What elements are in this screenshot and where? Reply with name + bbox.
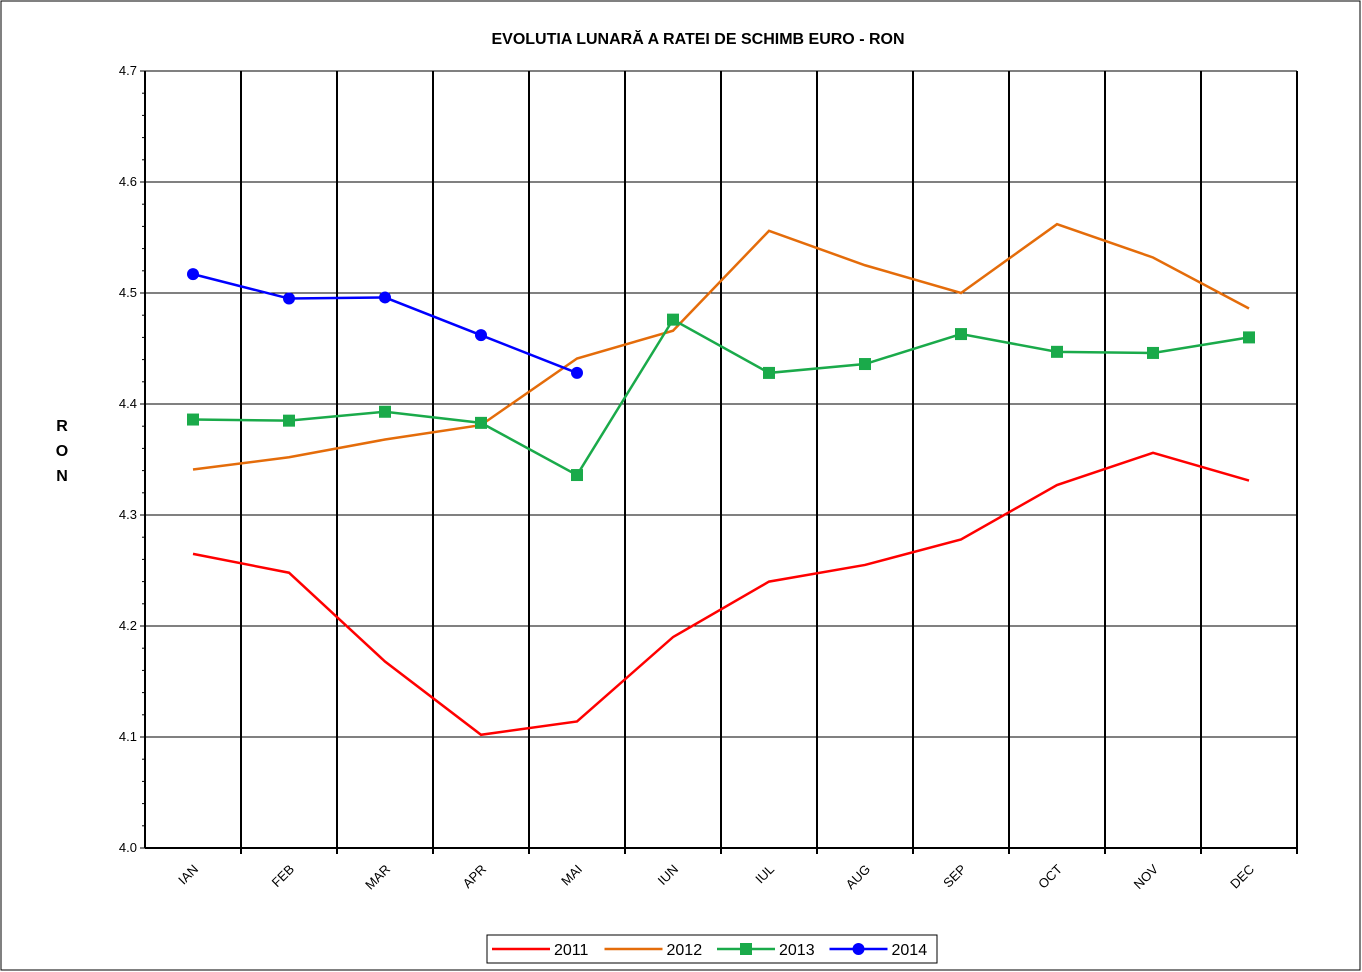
data-point	[1147, 346, 1159, 359]
y-tick-label: 4.1	[119, 729, 137, 744]
legend-label: 2011	[554, 942, 589, 959]
legend-label: 2012	[667, 942, 703, 959]
y-tick-label: 4.3	[119, 507, 137, 522]
y-tick-label: 4.6	[119, 174, 137, 189]
data-point	[859, 358, 871, 371]
y-tick-label: 4.2	[119, 618, 137, 633]
series-line	[192, 222, 1250, 471]
data-point	[763, 366, 775, 379]
data-point	[283, 414, 295, 427]
y-tick-label: 4.0	[119, 840, 137, 855]
y-tick-label: 4.7	[119, 63, 137, 78]
legend-marker	[740, 943, 752, 955]
data-point	[187, 413, 199, 426]
data-point	[379, 291, 391, 304]
data-point	[955, 328, 967, 341]
legend-marker	[852, 943, 865, 955]
series-line	[192, 317, 1250, 477]
y-axis-label: RON	[54, 418, 71, 493]
chart-title: EVOLUTIA LUNARĂ A RATEI DE SCHIMB EURO -…	[491, 29, 904, 48]
data-point	[475, 329, 487, 342]
legend-label: 2013	[779, 942, 815, 959]
data-point	[1243, 331, 1255, 344]
data-point	[667, 313, 679, 326]
data-point	[187, 268, 199, 281]
legend-label: 2014	[892, 942, 928, 959]
series-line	[192, 451, 1250, 737]
data-point	[379, 405, 391, 418]
y-tick-label: 4.5	[119, 285, 137, 300]
data-point	[475, 416, 487, 429]
data-point	[1051, 345, 1063, 358]
data-point	[571, 366, 583, 379]
data-point	[571, 469, 583, 482]
data-point	[283, 292, 295, 305]
y-tick-label: 4.4	[119, 396, 137, 411]
